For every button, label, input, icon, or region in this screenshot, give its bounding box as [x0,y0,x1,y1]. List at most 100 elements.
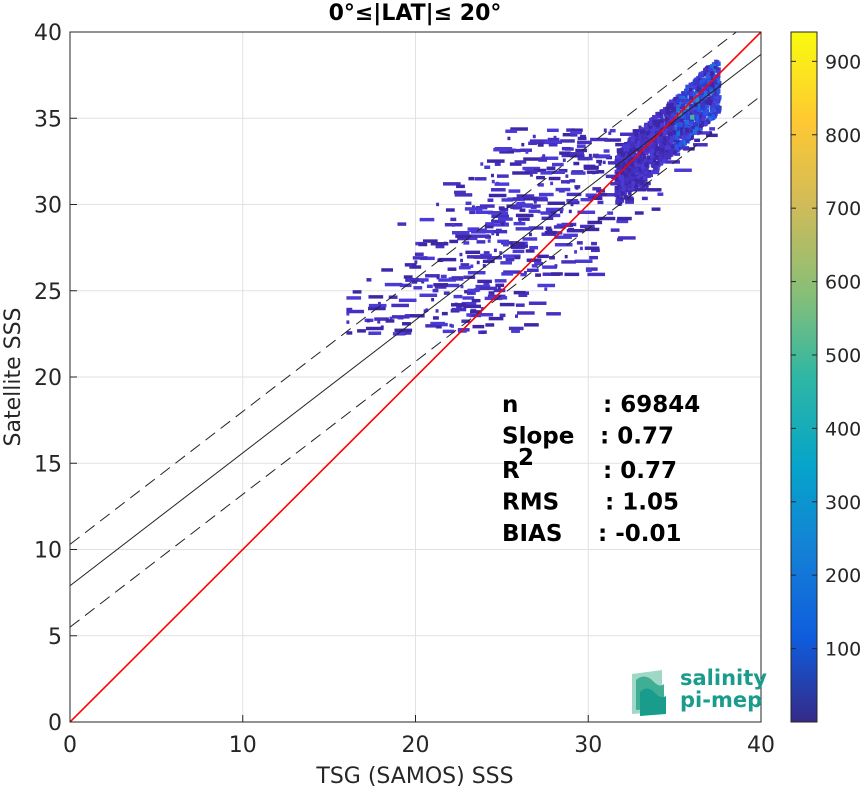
density-cell [706,72,711,77]
density-cell [515,203,534,207]
density-cell [642,164,646,169]
density-cell [666,139,670,145]
density-cell [366,318,370,323]
density-cell [631,184,635,190]
density-cell [516,194,535,198]
stat-label: RMS [502,490,559,516]
density-cell [585,268,592,272]
density-cell [697,104,702,109]
density-cell [614,176,619,182]
colorbar-tick-label: 100 [825,639,861,661]
density-cell [607,161,620,165]
density-cell [644,147,649,153]
density-cloud [346,59,722,336]
density-cell [575,186,579,190]
density-cell [651,143,656,148]
density-cell [579,246,583,251]
density-cell [644,150,649,156]
density-cell [702,68,707,73]
density-cell [481,229,494,234]
density-cell [671,145,676,151]
x-axis-label: TSG (SAMOS) SSS [315,764,513,789]
regression-lines [70,32,761,722]
density-cell [553,135,557,140]
density-cell [436,275,440,280]
density-cell [704,77,709,82]
density-cell [499,302,515,307]
density-cell [664,148,669,154]
density-cell [677,116,682,121]
density-cell [592,170,596,175]
density-cell [368,278,372,282]
density-cell [648,118,653,123]
density-cell [712,68,717,74]
density-cell [621,187,626,192]
density-cell [664,127,669,133]
density-cell [576,241,583,245]
density-cell [425,324,438,328]
density-cell [494,279,507,283]
density-cell [659,132,663,137]
density-cell [649,152,654,157]
density-cell [678,122,683,127]
density-cell [699,79,704,85]
density-cell [655,160,660,166]
density-cell [622,169,627,174]
density-cell [397,222,407,226]
density-cell [550,231,563,235]
density-cell [346,309,365,314]
density-cell [588,153,592,158]
density-cell [695,111,700,116]
density-cell [365,326,384,331]
density-cell [537,209,541,214]
density-cell [668,140,673,145]
density-cell [469,210,476,215]
density-cell [709,131,713,135]
density-cell [627,183,632,189]
density-cell [480,306,484,311]
density-cell [441,311,448,316]
density-cell [651,169,656,175]
density-cell [699,123,703,128]
density-cell [568,209,572,214]
density-cell [470,310,482,314]
density-cell [682,120,687,125]
density-cell [546,128,559,133]
density-cell [715,109,720,114]
density-cell [585,193,598,197]
density-cell [669,102,674,108]
density-cell [619,196,624,202]
stat-label: Slope [502,424,574,450]
density-cell [501,241,519,245]
density-cell [528,301,547,305]
density-cell [689,95,694,100]
density-cell [632,175,637,181]
density-cell [524,168,534,173]
density-cell [515,213,534,218]
density-cell [525,150,529,154]
density-cell [631,142,635,147]
density-cell [682,99,687,105]
density-cell [593,153,599,158]
density-cell [653,165,658,171]
density-cell [502,242,509,247]
density-cell [617,201,622,206]
density-cell [510,127,528,131]
density-cell [398,298,417,303]
density-cell [414,252,424,256]
density-cell [526,258,542,262]
density-cell [616,194,621,200]
density-cell [357,329,366,333]
density-cell [524,323,539,327]
density-cell [693,131,712,135]
density-cell [622,161,627,167]
density-cell [706,111,711,117]
density-cell [409,265,422,269]
density-cell [626,144,630,149]
stat-label: n [502,392,518,418]
density-cell [512,249,525,254]
salinity-logo: salinity pi-mep [632,666,767,716]
density-cell [685,120,689,125]
density-cell [631,187,647,192]
density-cell [642,175,647,181]
